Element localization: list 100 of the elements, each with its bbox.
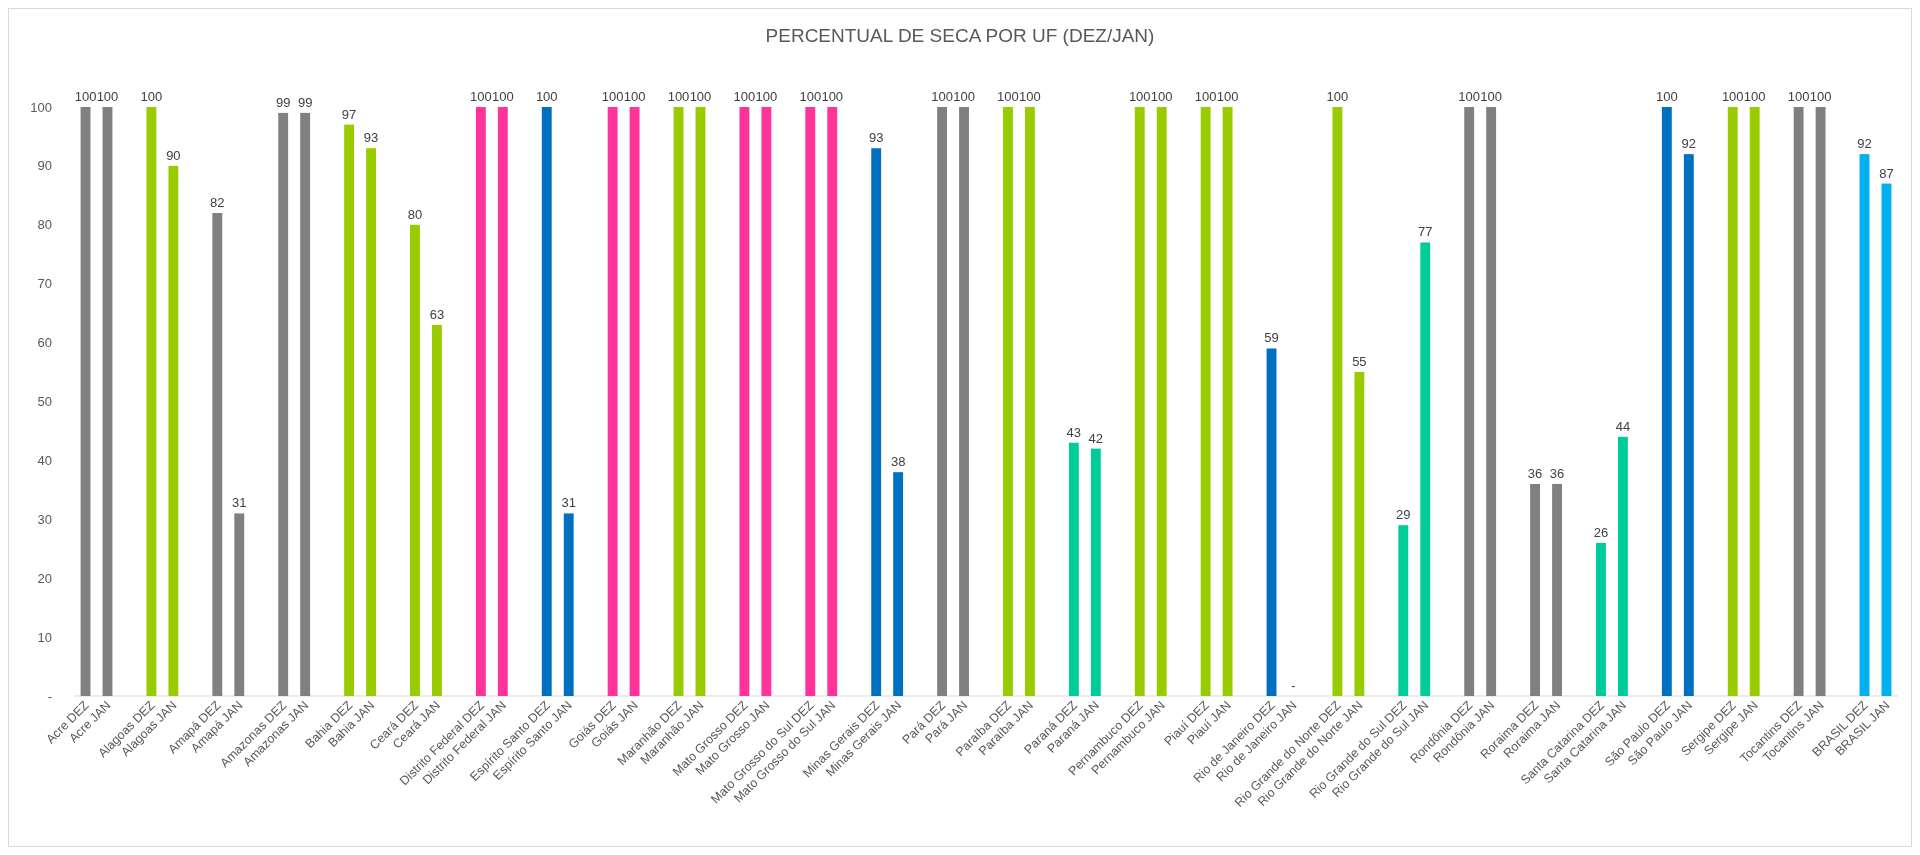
data-label: 36 [1549, 465, 1565, 481]
bar [1024, 107, 1035, 696]
data-label: - [1291, 678, 1296, 693]
bar [344, 124, 355, 696]
data-label: 100 [733, 89, 756, 104]
data-label: 93 [868, 130, 884, 146]
bar [168, 165, 179, 696]
data-label: 44 [1615, 418, 1631, 434]
bar [1486, 107, 1497, 696]
bar [739, 107, 750, 696]
bar [1332, 107, 1343, 696]
data-label: 100 [96, 89, 119, 104]
data-label: 100 [1326, 89, 1349, 104]
bar [1420, 242, 1431, 696]
data-label: 92 [1681, 136, 1697, 152]
bar [629, 107, 640, 696]
data-label: 87 [1879, 165, 1894, 181]
data-label: 36 [1527, 465, 1543, 481]
data-label: 92 [1857, 136, 1872, 152]
data-label: 100 [821, 89, 844, 104]
data-label: 100 [1128, 89, 1151, 104]
data-label: 100 [491, 89, 514, 104]
data-label: 100 [755, 89, 778, 104]
data-label: 100 [1743, 89, 1766, 104]
data-label: 31 [232, 495, 247, 511]
bar [959, 107, 969, 696]
bar [300, 112, 311, 696]
bar [431, 324, 442, 696]
bar [1661, 107, 1672, 696]
y-tick-label: 10 [37, 629, 52, 645]
y-tick-label: 30 [37, 511, 52, 527]
bar [871, 148, 882, 696]
bar [1222, 107, 1233, 696]
data-label: 100 [953, 89, 975, 104]
bar [1793, 107, 1804, 696]
bar [1530, 483, 1541, 696]
y-tick-label: 70 [37, 276, 52, 292]
data-label: 100 [140, 89, 163, 104]
data-label: 80 [407, 206, 423, 222]
data-label: 29 [1396, 507, 1411, 523]
data-label: 43 [1066, 424, 1082, 440]
data-label: 59 [1264, 330, 1279, 346]
data-label: 100 [1787, 89, 1810, 104]
bar [761, 107, 772, 696]
data-label: 100 [799, 89, 822, 104]
data-label: 100 [623, 89, 646, 104]
bar [366, 148, 376, 696]
y-tick-label: 50 [37, 394, 52, 410]
bar [80, 107, 91, 696]
data-label: 100 [74, 89, 97, 104]
bar [1068, 442, 1079, 696]
y-tick-label: 80 [37, 217, 52, 233]
data-label: 100 [1480, 89, 1502, 104]
bar [805, 107, 816, 696]
bar [1134, 107, 1145, 696]
data-label: 99 [297, 94, 313, 110]
data-label: 100 [1194, 89, 1217, 104]
bar [1727, 107, 1738, 696]
bar [410, 224, 420, 696]
bar [234, 513, 245, 696]
data-label: 82 [210, 195, 225, 211]
bar [1749, 107, 1760, 696]
data-label: 100 [535, 89, 558, 104]
bar [1354, 372, 1365, 696]
data-label: 26 [1593, 524, 1609, 540]
data-label: 90 [166, 147, 181, 163]
bar [541, 107, 552, 696]
y-tick-label: 60 [37, 335, 52, 351]
data-label: 100 [667, 89, 690, 104]
bar [1596, 542, 1606, 696]
bar [475, 107, 486, 696]
data-label: 42 [1088, 430, 1104, 446]
data-label: 100 [1655, 89, 1678, 104]
data-label: 100 [1150, 89, 1173, 104]
bar [497, 107, 508, 696]
bar [212, 213, 223, 696]
data-label: 93 [363, 130, 379, 146]
data-label: 63 [429, 306, 445, 322]
data-label: 99 [275, 94, 291, 110]
bar [607, 107, 618, 696]
bar [1859, 154, 1870, 696]
bar [1200, 107, 1211, 696]
y-tick-label: 20 [37, 570, 52, 586]
bar [102, 107, 113, 696]
data-label: 100 [1458, 89, 1481, 104]
y-tick-label: 90 [37, 158, 52, 174]
data-label: 100 [1721, 89, 1744, 104]
bar [1464, 107, 1475, 696]
data-label: 100 [1216, 89, 1239, 104]
chart-title: PERCENTUAL DE SECA POR UF (DEZ/JAN) [765, 25, 1155, 46]
data-label: 77 [1418, 224, 1433, 240]
bar [827, 107, 838, 696]
bar [563, 513, 574, 696]
data-label: 100 [1809, 89, 1832, 104]
data-label: 100 [601, 89, 624, 104]
data-label: 100 [689, 89, 712, 104]
data-label: 97 [341, 106, 357, 122]
bar [1552, 483, 1562, 696]
data-label: 100 [470, 89, 492, 104]
data-label: 100 [997, 89, 1019, 104]
